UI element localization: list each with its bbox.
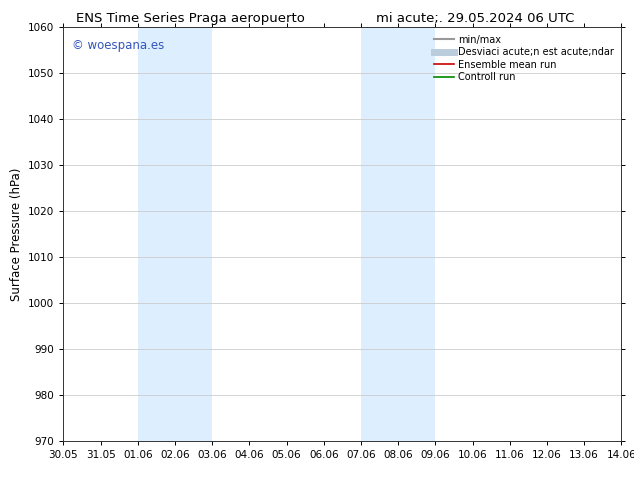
Text: ENS Time Series Praga aeropuerto: ENS Time Series Praga aeropuerto (75, 12, 305, 25)
Bar (361, 27, 436, 441)
Text: mi acute;. 29.05.2024 06 UTC: mi acute;. 29.05.2024 06 UTC (377, 12, 574, 25)
Y-axis label: Surface Pressure (hPa): Surface Pressure (hPa) (10, 167, 23, 301)
Bar (138, 27, 212, 441)
Text: © woespana.es: © woespana.es (72, 39, 164, 52)
Legend: min/max, Desviaci acute;n est acute;ndar, Ensemble mean run, Controll run: min/max, Desviaci acute;n est acute;ndar… (431, 32, 616, 85)
